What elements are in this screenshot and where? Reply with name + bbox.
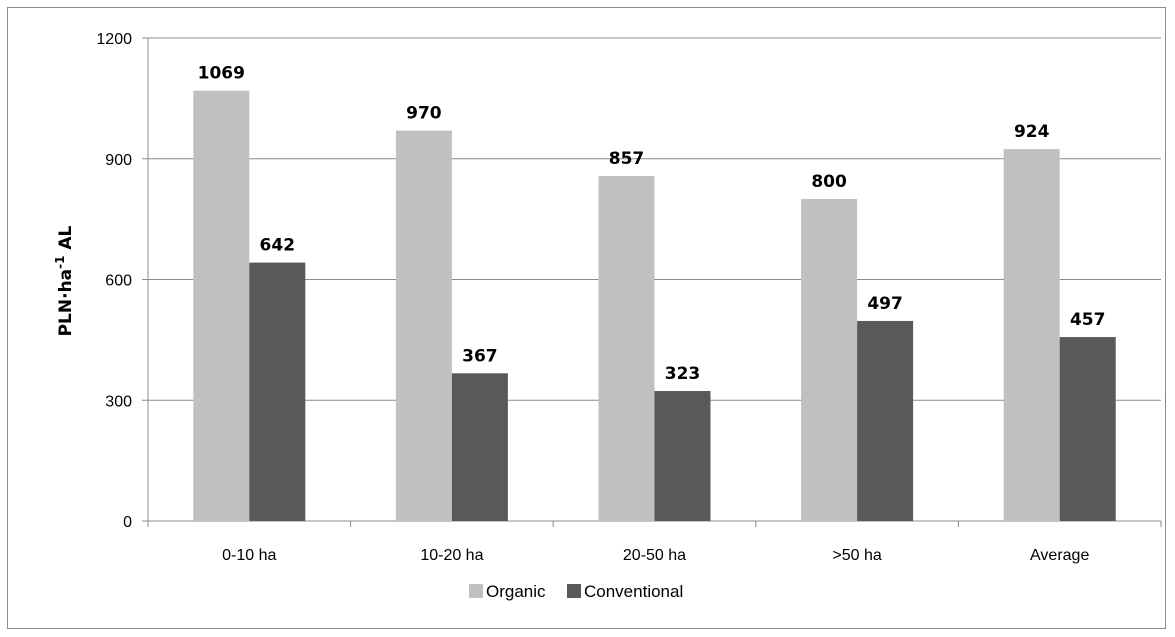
data-label: 457 <box>1070 310 1106 330</box>
x-tick-label: >50 ha <box>832 547 881 564</box>
legend-label-organic: Organic <box>486 582 546 601</box>
x-axis: 0-10 ha 10-20 ha 20-50 ha >50 ha Average <box>147 520 1162 564</box>
data-label: 497 <box>867 294 903 314</box>
bar-conventional <box>654 390 711 521</box>
x-tick-label: 0-10 ha <box>222 547 276 564</box>
y-axis: 0 300 600 900 1200 <box>96 31 149 531</box>
x-tick-label: Average <box>1030 547 1089 564</box>
bar-organic <box>1003 149 1060 521</box>
data-label: 970 <box>406 104 442 124</box>
bars <box>193 90 1116 521</box>
bar-organic <box>801 199 858 521</box>
y-tick-label: 0 <box>123 514 132 531</box>
y-tick-label: 600 <box>105 273 132 290</box>
data-label: 323 <box>665 364 701 384</box>
legend: Organic Conventional <box>469 582 683 601</box>
legend-swatch-conventional <box>567 584 581 598</box>
x-tick-label: 10-20 ha <box>420 547 483 564</box>
y-tick-label: 300 <box>105 393 132 410</box>
y-tick-label: 900 <box>105 152 132 169</box>
bar-conventional <box>1059 337 1116 521</box>
legend-label-conventional: Conventional <box>584 582 683 601</box>
bar-conventional <box>249 262 306 521</box>
data-label: 924 <box>1014 122 1050 142</box>
x-tick-label: 20-50 ha <box>623 547 686 564</box>
data-label: 367 <box>462 346 498 366</box>
data-label: 857 <box>609 149 645 169</box>
bar-organic <box>395 130 452 521</box>
bar-organic <box>598 176 655 521</box>
data-labels: 1069 642 970 367 857 323 800 497 924 457 <box>198 64 1106 384</box>
data-label: 1069 <box>198 64 245 84</box>
bar-organic <box>193 90 250 521</box>
legend-swatch-organic <box>469 584 483 598</box>
y-axis-title: PLN·ha-1 AL <box>53 225 76 336</box>
bar-conventional <box>857 320 914 521</box>
data-label: 800 <box>811 172 847 192</box>
data-label: 642 <box>260 236 296 256</box>
bar-conventional <box>451 373 508 521</box>
y-tick-label: 1200 <box>96 31 132 48</box>
